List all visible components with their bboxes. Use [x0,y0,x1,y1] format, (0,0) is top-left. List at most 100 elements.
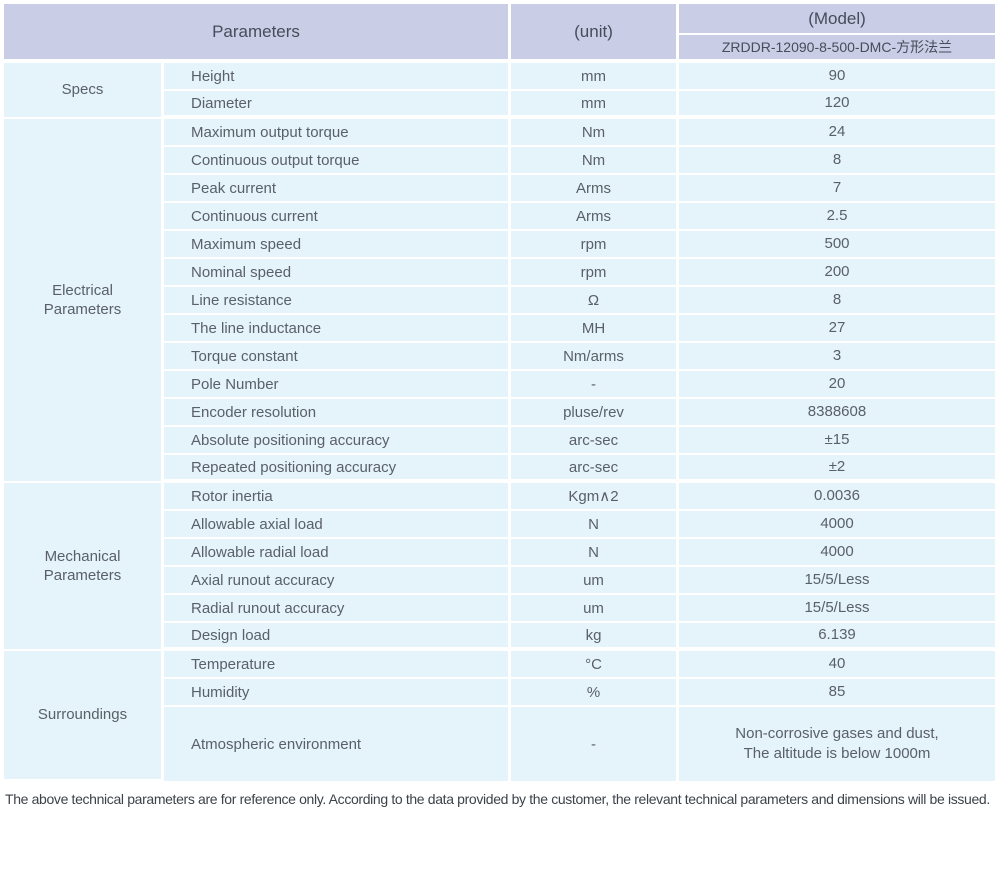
param-cell: Line resistance [164,287,511,315]
unit-cell: Ω [511,287,679,315]
unit-cell: % [511,679,679,707]
unit-cell: MH [511,315,679,343]
param-cell: Radial runout accuracy [164,595,511,623]
unit-cell: Nm [511,147,679,175]
value-cell: 3 [679,343,995,371]
category-cell: Surroundings [4,651,164,781]
table-row: Repeated positioning accuracy arc-sec ±2 [4,455,995,483]
column-header-model: (Model) [679,4,995,35]
model-number: ZRDDR-12090-8-500-DMC-方形法兰 [679,35,995,63]
unit-cell: Arms [511,175,679,203]
value-cell: 8388608 [679,399,995,427]
value-cell: 4000 [679,539,995,567]
value-cell: 120 [679,91,995,119]
param-cell: Temperature [164,651,511,679]
param-cell: Humidity [164,679,511,707]
param-cell: Rotor inertia [164,483,511,511]
value-cell: 500 [679,231,995,259]
param-cell: Atmospheric environment [164,707,511,781]
param-cell: Absolute positioning accuracy [164,427,511,455]
unit-cell: Arms [511,203,679,231]
unit-cell: arc-sec [511,455,679,483]
value-cell: ±2 [679,455,995,483]
unit-cell: Nm [511,119,679,147]
footer-note: The above technical parameters are for r… [5,791,990,807]
unit-cell: Nm/arms [511,343,679,371]
table-row: Surroundings Temperature °C 40 [4,651,995,781]
column-header-parameters: Parameters [4,4,511,63]
param-cell: Continuous current [164,203,511,231]
param-cell: The line inductance [164,315,511,343]
table-row: Design load kg 6.139 [4,623,995,651]
param-cell: Axial runout accuracy [164,567,511,595]
param-cell: Diameter [164,91,511,119]
spec-table: Parameters (unit) (Model) ZRDDR-12090-8-… [4,4,995,781]
param-cell: Torque constant [164,343,511,371]
value-cell: 8 [679,147,995,175]
param-cell: Design load [164,623,511,651]
value-cell: 27 [679,315,995,343]
param-cell: Allowable radial load [164,539,511,567]
table-row: Specs Height mm 90 [4,63,995,119]
unit-cell: - [511,371,679,399]
table-row: Atmospheric environment - Non-corrosive ga… [4,707,995,781]
value-cell: 15/5/Less [679,595,995,623]
table-row: Pole Number -20 [4,371,995,399]
spec-table-body: Specs Height mm 90 Diameter mm 120 Electrical P… [4,63,995,781]
table-row: Torque constant Nm/arms 3 [4,343,995,371]
value-cell: 200 [679,259,995,287]
param-cell: Maximum output torque [164,119,511,147]
table-row: Allowable radial load N 4000 [4,539,995,567]
category-cell: Electrical Parameters [4,119,164,483]
value-cell: 15/5/Less [679,567,995,595]
unit-cell: mm [511,91,679,119]
unit-cell: rpm [511,259,679,287]
table-row: Allowable axial load N 4000 [4,511,995,539]
spec-table-header: Parameters (unit) (Model) ZRDDR-12090-8-… [4,4,995,63]
param-cell: Nominal speed [164,259,511,287]
unit-cell: mm [511,63,679,91]
table-row: Continuous current Arms 2.5 [4,203,995,231]
param-cell: Continuous output torque [164,147,511,175]
value-cell: 6.139 [679,623,995,651]
category-cell: Specs [4,63,164,119]
header-row-top: Parameters (unit) (Model) [4,4,995,63]
table-row: Nominal speed rpm 200 [4,259,995,287]
param-cell: Height [164,63,511,91]
value-cell: 90 [679,63,995,91]
param-cell: Peak current [164,175,511,203]
param-cell: Maximum speed [164,231,511,259]
param-cell: Repeated positioning accuracy [164,455,511,483]
unit-cell: Kgm∧2 [511,483,679,511]
table-row: Radial runout accuracy um 15/5/Less [4,595,995,623]
unit-cell: N [511,539,679,567]
value-cell: 40 [679,651,995,679]
column-header-unit: (unit) [511,4,679,63]
param-cell: Encoder resolution [164,399,511,427]
unit-cell: - [511,707,679,781]
value-cell: 24 [679,119,995,147]
table-row: Encoder resolution pluse/rev 8388608 [4,399,995,427]
unit-cell: kg [511,623,679,651]
value-cell: 0.0036 [679,483,995,511]
value-cell: 20 [679,371,995,399]
value-cell: ±15 [679,427,995,455]
value-cell: 2.5 [679,203,995,231]
table-row: Mechanical Parameters Rotor inertia Kgm∧2 0… [4,483,995,651]
unit-cell: rpm [511,231,679,259]
unit-cell: um [511,567,679,595]
param-cell: Allowable axial load [164,511,511,539]
value-cell: Non-corrosive gases and dust, The altitu… [679,707,995,781]
table-row: Diameter mm 120 [4,91,995,119]
table-row: The line inductance MH 27 [4,315,995,343]
unit-cell: arc-sec [511,427,679,455]
table-row: Electrical Parameters Maximum output torq… [4,119,995,483]
unit-cell: °C [511,651,679,679]
unit-cell: pluse/rev [511,399,679,427]
table-row: Maximum speed rpm 500 [4,231,995,259]
value-cell: 7 [679,175,995,203]
table-row: Line resistance Ω 8 [4,287,995,315]
category-cell: Mechanical Parameters [4,483,164,651]
table-row: Axial runout accuracy um 15/5/Less [4,567,995,595]
